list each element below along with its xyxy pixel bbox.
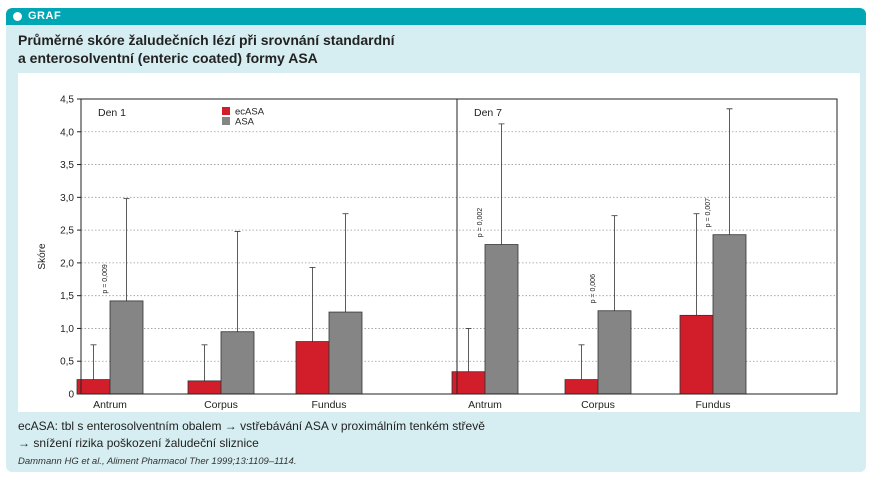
chart-title-line-2: a enterosolventní (enteric coated) formy… [18, 50, 318, 66]
bar [679, 314, 714, 395]
panel-title: Den 1 [98, 107, 126, 119]
x-tick-label: Fundus [695, 399, 730, 411]
graph-box: GRAF Průměrné skóre žaludečních lézí při… [6, 8, 866, 472]
bar [187, 380, 222, 395]
x-tick-label: Antrum [468, 399, 502, 411]
y-tick-label: 3,5 [60, 160, 74, 171]
y-tick-label: 1,5 [60, 291, 74, 302]
y-tick-label: 2,0 [60, 258, 74, 269]
y-tick-label: 4,5 [60, 95, 74, 106]
legend-label: ecASA [235, 107, 265, 118]
chart-title: Průměrné skóre žaludečních lézí při srov… [18, 31, 578, 67]
bar [220, 331, 255, 395]
citation: Dammann HG et al., Aliment Pharmacol The… [18, 456, 297, 467]
chart-panel: 0 0,5 1,0 1,5 2,0 2,5 3,0 3,5 4,0 4,5 Skóre Den 1 An… [18, 73, 860, 412]
bar [76, 379, 111, 395]
x-tick-label: Corpus [204, 399, 238, 411]
bar [484, 244, 519, 395]
y-tick-label: 3,0 [60, 193, 74, 204]
bar [597, 310, 632, 395]
bar-chart: 0 0,5 1,0 1,5 2,0 2,5 3,0 3,5 4,0 4,5 Skóre Den 1 An… [37, 95, 838, 411]
box-header: GRAF [6, 8, 866, 25]
footnote-line-2: → snížení rizika poškození žaludeční sli… [18, 436, 259, 450]
bar [564, 379, 599, 395]
y-tick-label: 0,5 [60, 357, 74, 368]
y-tick-label: 0 [68, 390, 74, 401]
chart-title-line-1: Průměrné skóre žaludečních lézí při srov… [18, 32, 395, 48]
p-value-annotation: p = 0,002 [477, 208, 484, 237]
x-tick-label: Antrum [93, 399, 127, 411]
legend-swatch [222, 117, 230, 125]
y-tick-label: 4,0 [60, 127, 74, 138]
panel-title: Den 7 [474, 107, 502, 119]
footnote-line-1: ecASA: tbl s enterosolventním obalem → v… [18, 419, 485, 433]
plot-frame [80, 98, 838, 395]
p-value-annotation: p = 0,006 [590, 274, 597, 303]
y-axis-label: Skóre [37, 243, 48, 270]
x-tick-label: Corpus [581, 399, 615, 411]
y-tick-label: 2,5 [60, 226, 74, 237]
legend-label: ASA [235, 117, 255, 128]
p-value-annotation: p = 0,009 [102, 264, 109, 293]
bar [109, 300, 144, 395]
y-tick-label: 1,0 [60, 324, 74, 335]
p-value-annotation: p = 0,007 [705, 198, 712, 227]
bar [295, 341, 330, 395]
x-tick-label: Fundus [311, 399, 346, 411]
header-label: GRAF [28, 10, 62, 22]
legend-swatch [222, 107, 230, 115]
bullet-icon [13, 12, 22, 21]
bar [712, 234, 747, 395]
bar [328, 311, 363, 395]
